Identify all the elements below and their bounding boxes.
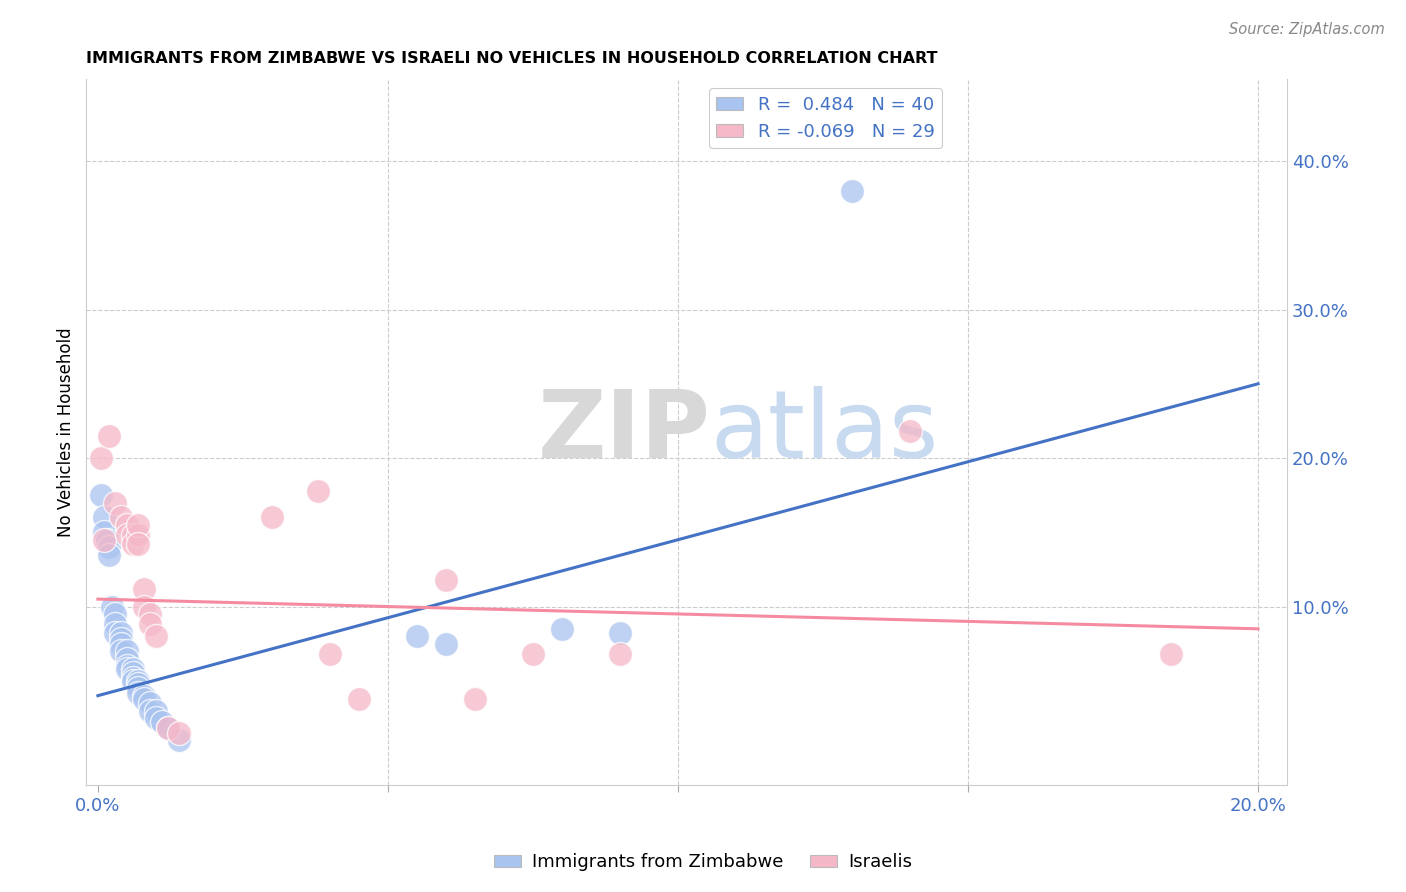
Point [156, 722, 179, 736]
Point [167, 725, 190, 739]
Point [110, 632, 132, 647]
Point [347, 691, 370, 706]
Point [319, 647, 342, 661]
Point [551, 622, 574, 636]
Point [128, 686, 150, 700]
Point [115, 662, 138, 676]
Point [128, 673, 150, 688]
Point [115, 659, 138, 673]
Point [121, 671, 143, 685]
Point [156, 722, 179, 736]
Point [115, 644, 138, 658]
Point [121, 662, 143, 676]
Point [260, 510, 283, 524]
Point [434, 637, 457, 651]
Point [464, 691, 486, 706]
Point [128, 537, 150, 551]
Point [139, 704, 162, 718]
Point [115, 517, 138, 532]
Point [145, 711, 167, 725]
Point [134, 689, 156, 703]
Point [104, 495, 127, 509]
Legend: Immigrants from Zimbabwe, Israelis: Immigrants from Zimbabwe, Israelis [486, 847, 920, 879]
Point [167, 733, 190, 747]
Point [522, 647, 544, 661]
Point [898, 425, 921, 439]
Point [93, 510, 115, 524]
Point [134, 599, 156, 614]
Point [110, 644, 132, 658]
Legend: R =  0.484   N = 40, R = -0.069   N = 29: R = 0.484 N = 40, R = -0.069 N = 29 [709, 88, 942, 148]
Point [104, 607, 127, 621]
Point [406, 629, 429, 643]
Text: IMMIGRANTS FROM ZIMBABWE VS ISRAELI NO VEHICLES IN HOUSEHOLD CORRELATION CHART: IMMIGRANTS FROM ZIMBABWE VS ISRAELI NO V… [86, 51, 938, 66]
Point [90, 450, 112, 465]
Point [115, 651, 138, 665]
Point [98, 548, 121, 562]
Point [1160, 647, 1182, 661]
Point [121, 537, 143, 551]
Point [98, 540, 121, 554]
Y-axis label: No Vehicles in Household: No Vehicles in Household [58, 327, 75, 537]
Point [96, 533, 118, 547]
Point [609, 626, 631, 640]
Point [110, 637, 132, 651]
Point [145, 629, 167, 643]
Text: ZIP: ZIP [538, 386, 710, 478]
Point [307, 483, 329, 498]
Point [139, 607, 162, 621]
Point [139, 696, 162, 710]
Point [110, 510, 132, 524]
Point [145, 704, 167, 718]
Point [121, 528, 143, 542]
Point [121, 673, 143, 688]
Point [139, 617, 162, 632]
Point [134, 691, 156, 706]
Point [104, 626, 127, 640]
Text: atlas: atlas [710, 386, 939, 478]
Point [104, 617, 127, 632]
Point [115, 528, 138, 542]
Point [121, 666, 143, 681]
Point [128, 517, 150, 532]
Point [434, 573, 457, 587]
Point [150, 715, 173, 730]
Point [128, 528, 150, 542]
Point [93, 533, 115, 547]
Point [609, 647, 631, 661]
Point [134, 582, 156, 596]
Point [101, 599, 124, 614]
Point [841, 184, 863, 198]
Point [93, 525, 115, 540]
Text: Source: ZipAtlas.com: Source: ZipAtlas.com [1229, 22, 1385, 37]
Point [90, 488, 112, 502]
Point [98, 429, 121, 443]
Point [128, 681, 150, 696]
Point [128, 677, 150, 691]
Point [110, 626, 132, 640]
